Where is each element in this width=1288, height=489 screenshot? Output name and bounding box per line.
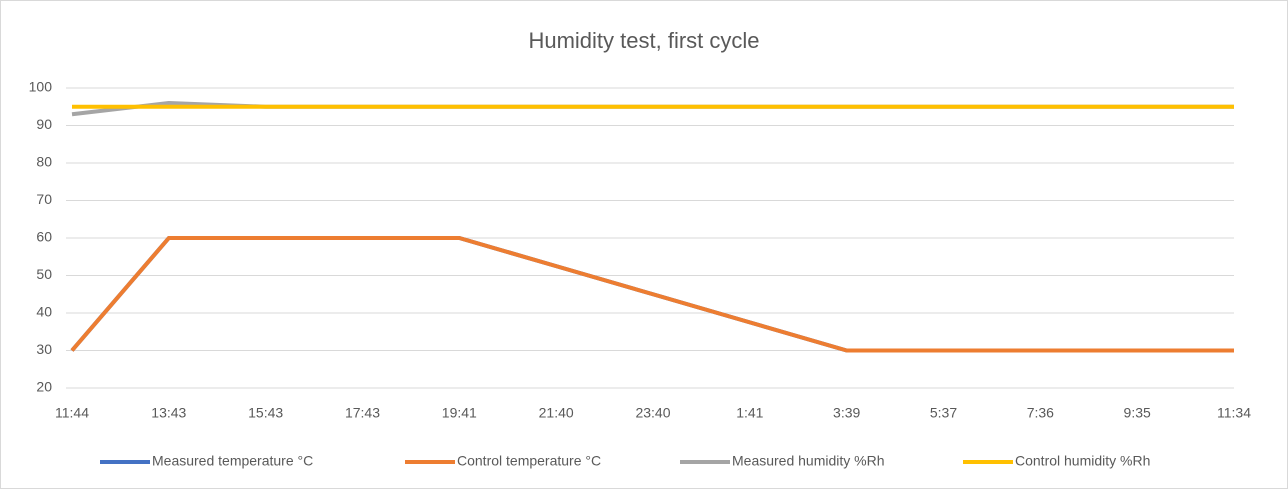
y-tick-label: 30 — [36, 341, 52, 357]
legend-label: Control humidity %Rh — [1015, 453, 1150, 469]
x-tick-label: 9:35 — [1124, 405, 1151, 421]
y-tick-label: 60 — [36, 229, 52, 245]
y-tick-label: 70 — [36, 191, 52, 207]
y-tick-label: 100 — [29, 79, 53, 95]
x-tick-label: 3:39 — [833, 405, 860, 421]
x-tick-label: 11:44 — [55, 405, 89, 421]
y-tick-label: 80 — [36, 154, 52, 170]
y-tick-label: 90 — [36, 116, 52, 132]
x-tick-label: 21:40 — [539, 405, 574, 421]
x-tick-label: 15:43 — [248, 405, 283, 421]
y-tick-label: 50 — [36, 266, 52, 282]
legend-label: Measured humidity %Rh — [732, 453, 885, 469]
y-tick-label: 20 — [36, 379, 52, 395]
x-tick-label: 5:37 — [930, 405, 957, 421]
x-tick-label: 7:36 — [1027, 405, 1054, 421]
x-tick-label: 11:34 — [1217, 405, 1251, 421]
legend-label: Measured temperature °C — [152, 453, 313, 469]
x-tick-label: 23:40 — [635, 405, 670, 421]
legend-label: Control temperature °C — [457, 453, 601, 469]
y-tick-label: 40 — [36, 304, 52, 320]
x-tick-label: 17:43 — [345, 405, 380, 421]
series-line — [70, 236, 1234, 353]
x-tick-label: 13:43 — [151, 405, 186, 421]
x-tick-label: 1:41 — [736, 405, 763, 421]
chart-title: Humidity test, first cycle — [528, 28, 759, 53]
x-tick-label: 19:41 — [442, 405, 477, 421]
